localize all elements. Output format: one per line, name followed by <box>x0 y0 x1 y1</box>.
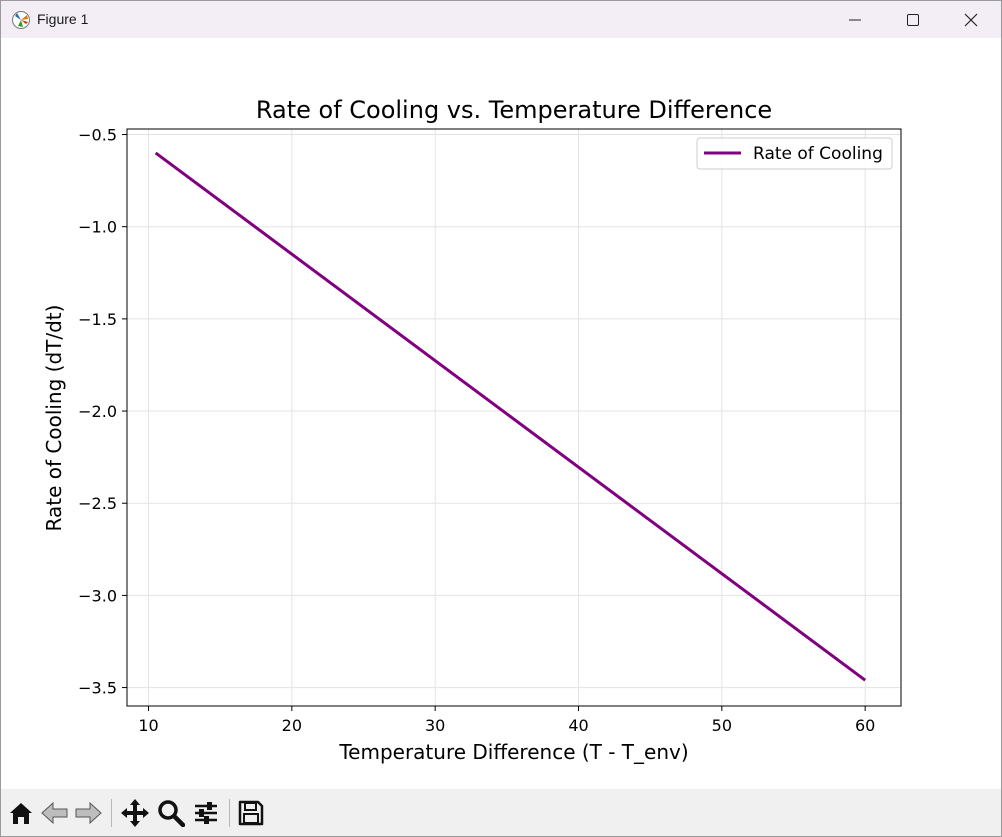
x-tick-label: 60 <box>855 716 875 735</box>
configure-subplots-icon <box>195 802 217 824</box>
chart-title: Rate of Cooling vs. Temperature Differen… <box>256 96 772 124</box>
title-bar[interactable]: Figure 1 <box>1 1 1001 38</box>
axes-frame <box>126 128 902 707</box>
legend-box <box>696 137 893 170</box>
pan-button[interactable] <box>119 797 151 829</box>
y-tick-label: −1.5 <box>78 310 117 329</box>
y-tick-label: −2.0 <box>78 402 117 421</box>
save-button[interactable] <box>235 797 267 829</box>
save-icon <box>238 800 264 826</box>
back-button[interactable] <box>39 797 71 829</box>
zoom-icon <box>158 800 185 827</box>
chart: 10 20 30 40 50 60 −0.5 −1.0 −1.5 −2.0 −2.5 −3.0 −3.5… <box>42 96 902 764</box>
toolbar-separator <box>111 799 112 827</box>
close-button[interactable] <box>942 1 1000 38</box>
series-line-rate-of-cooling <box>154 151 867 682</box>
forward-button[interactable] <box>72 797 104 829</box>
app-icon <box>12 11 30 29</box>
x-tick-label: 10 <box>138 716 158 735</box>
x-tick-label: 20 <box>282 716 302 735</box>
minimize-icon <box>849 19 861 20</box>
y-tick-label: −2.5 <box>78 494 117 513</box>
toolbar-separator <box>229 799 230 827</box>
close-icon <box>964 13 978 26</box>
y-tick-label: −0.5 <box>78 126 117 145</box>
navigation-toolbar <box>1 789 1001 836</box>
x-tick-label: 50 <box>712 716 732 735</box>
configure-subplots-button[interactable] <box>190 797 222 829</box>
legend-label: Rate of Cooling <box>753 144 883 164</box>
x-axis-label: Temperature Difference (T - T_env) <box>338 740 688 764</box>
zoom-button[interactable] <box>155 797 187 829</box>
minimize-button[interactable] <box>826 1 884 38</box>
y-tick-label: −3.5 <box>78 679 117 698</box>
y-axis-label: Rate of Cooling (dT/dt) <box>42 305 66 532</box>
pan-icon <box>121 799 149 827</box>
maximize-button[interactable] <box>884 1 942 38</box>
x-tick-label: 30 <box>425 716 445 735</box>
y-tick-label: −1.0 <box>78 218 117 237</box>
back-arrow-icon <box>41 801 68 825</box>
x-tick-label: 40 <box>568 716 588 735</box>
home-button[interactable] <box>5 797 37 829</box>
legend: Rate of Cooling <box>696 137 893 170</box>
maximize-icon <box>907 13 919 26</box>
forward-arrow-icon <box>75 801 102 825</box>
home-icon <box>10 803 32 824</box>
y-tick-label: −3.0 <box>78 586 117 605</box>
figure-canvas[interactable]: 10 20 30 40 50 60 −0.5 −1.0 −1.5 −2.0 −2.5 −3.0 −3.5… <box>1 38 1001 788</box>
window-title: Figure 1 <box>37 11 89 27</box>
